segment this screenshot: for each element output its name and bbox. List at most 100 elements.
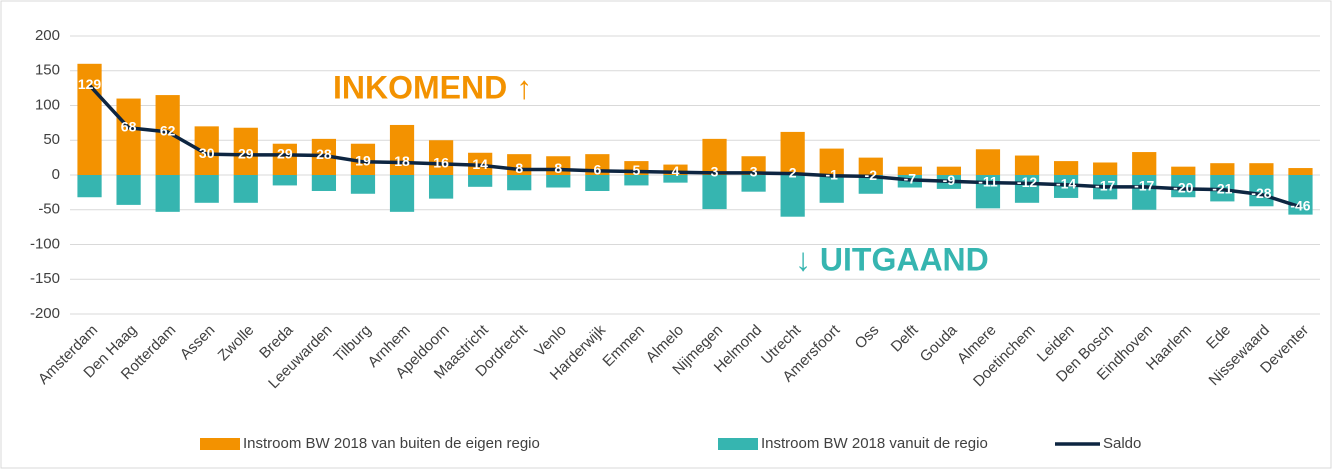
bar (77, 63, 102, 175)
bar (624, 175, 649, 186)
bar (663, 164, 688, 175)
bar (311, 175, 337, 191)
bar (507, 175, 532, 191)
bar (741, 175, 766, 192)
data-label: -17 (1095, 178, 1115, 194)
data-label: 6 (593, 162, 601, 178)
bar (780, 131, 805, 175)
bar (1288, 175, 1313, 215)
legend-label: Saldo (1103, 435, 1141, 452)
bar (350, 175, 376, 194)
data-label: 62 (160, 123, 176, 139)
legend-label: Instroom BW 2018 van buiten de eigen reg… (243, 435, 540, 452)
data-label: -17 (1134, 178, 1154, 194)
y-tick-label: 200 (35, 27, 60, 44)
bar (780, 175, 805, 217)
data-label: -46 (1290, 198, 1310, 214)
data-label: 16 (433, 155, 449, 171)
bar (389, 124, 415, 175)
bar (663, 175, 688, 183)
bar (116, 175, 141, 205)
y-tick-label: -100 (30, 235, 60, 252)
bar (585, 175, 610, 191)
data-label: 18 (394, 153, 410, 169)
bar (272, 143, 297, 175)
data-label: 3 (711, 164, 719, 180)
bar (1249, 163, 1274, 175)
data-label: -11 (978, 173, 998, 189)
data-label: -1 (825, 166, 838, 182)
data-label: -7 (904, 171, 917, 187)
legend-label: Instroom BW 2018 vanuit de regio (761, 435, 988, 452)
bar (1132, 152, 1157, 175)
bar (1171, 166, 1196, 175)
bar (428, 140, 454, 175)
bar (155, 175, 180, 212)
bar (1288, 168, 1313, 175)
bar (897, 166, 922, 175)
bar (233, 175, 258, 203)
bar (1171, 175, 1196, 198)
data-label: 5 (633, 162, 641, 178)
data-label: -9 (943, 172, 956, 188)
bar (975, 175, 1001, 209)
bar (936, 166, 962, 175)
bar (1132, 175, 1157, 210)
bar (975, 149, 1001, 175)
annotation: ↓ UITGAAND (795, 241, 989, 277)
bar (116, 98, 141, 175)
bar (858, 157, 883, 175)
legend-swatch (200, 438, 240, 450)
bar (702, 138, 727, 175)
bar (77, 175, 102, 198)
bar (819, 148, 844, 175)
data-label: 29 (238, 146, 254, 162)
data-label: -14 (1056, 175, 1076, 191)
annotation: INKOMEND ↑ (333, 69, 532, 105)
y-tick-label: 50 (43, 131, 60, 148)
y-tick-label: 100 (35, 96, 60, 113)
data-label: 28 (316, 146, 332, 162)
bar (428, 175, 454, 199)
data-label: 2 (789, 164, 797, 180)
legend-swatch (718, 438, 758, 450)
data-label: -12 (1017, 174, 1037, 190)
data-label: -21 (1212, 180, 1232, 196)
bar (468, 175, 493, 187)
y-tick-label: -50 (38, 201, 60, 218)
bar (1053, 161, 1079, 175)
data-label: -20 (1173, 180, 1193, 196)
bar (389, 175, 415, 212)
bar (1014, 175, 1040, 203)
data-label: 68 (121, 118, 137, 134)
data-label: 14 (472, 156, 488, 172)
data-label: 8 (554, 160, 562, 176)
bar (819, 175, 844, 203)
bar (546, 175, 571, 188)
data-label: 29 (277, 146, 293, 162)
y-tick-label: 150 (35, 62, 60, 79)
data-label: -28 (1251, 185, 1271, 201)
bar (702, 175, 727, 210)
data-label: 8 (515, 160, 523, 176)
data-label: 30 (199, 145, 215, 161)
bar (1093, 162, 1118, 175)
y-tick-label: -150 (30, 270, 60, 287)
bar (858, 175, 883, 194)
data-label: 19 (355, 152, 371, 168)
data-label: -2 (865, 167, 878, 183)
bar (741, 156, 766, 175)
bar (272, 175, 297, 186)
bar (1210, 163, 1235, 175)
data-label: 129 (78, 76, 102, 92)
bar (1014, 155, 1040, 175)
line (88, 84, 1302, 209)
bar (233, 127, 258, 175)
y-tick-label: -200 (30, 305, 60, 322)
data-label: 3 (750, 164, 758, 180)
bar (1249, 175, 1274, 207)
y-tick-label: 0 (52, 166, 60, 183)
data-label: 4 (672, 163, 680, 179)
